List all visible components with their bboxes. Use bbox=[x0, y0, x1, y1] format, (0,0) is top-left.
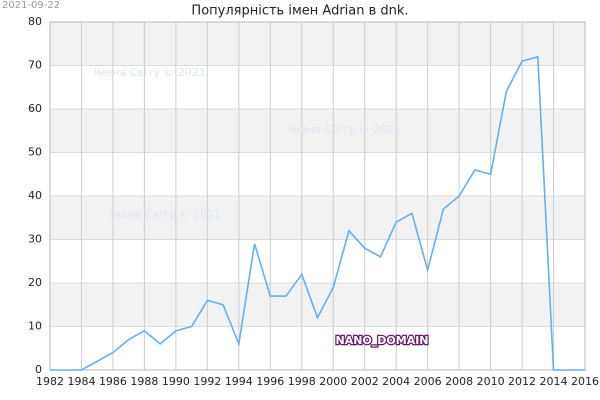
x-tick-label: 1994 bbox=[225, 375, 253, 388]
y-tick-label: 20 bbox=[28, 276, 42, 289]
x-tick-label: 2006 bbox=[414, 375, 442, 388]
x-tick-label: 2012 bbox=[508, 375, 536, 388]
x-tick-label: 2010 bbox=[477, 375, 505, 388]
x-tick-label: 2008 bbox=[445, 375, 473, 388]
data-line bbox=[50, 55, 585, 371]
annotation: Імена Світу © 2021 bbox=[109, 208, 221, 221]
y-tick-label: 10 bbox=[28, 320, 42, 333]
y-tick-label: 70 bbox=[28, 59, 42, 72]
x-tick-label: 2016 bbox=[571, 375, 599, 388]
date-stamp: 2021-09-22 bbox=[2, 0, 60, 11]
x-tick-label: 2004 bbox=[382, 375, 410, 388]
x-tick-label: 1982 bbox=[36, 375, 64, 388]
annotation: NANO_DOMAIN bbox=[335, 334, 428, 347]
x-tick-label: 1986 bbox=[99, 375, 127, 388]
x-tick-label: 1996 bbox=[256, 375, 284, 388]
y-tick-label: 50 bbox=[28, 146, 42, 159]
y-tick-label: 60 bbox=[28, 102, 42, 115]
y-tick-label: 0 bbox=[35, 363, 42, 376]
x-tick-label: 2002 bbox=[351, 375, 379, 388]
plot-border bbox=[49, 21, 586, 371]
y-tick-label: 80 bbox=[28, 15, 42, 28]
annotation: Імена Світу © 2021 bbox=[289, 123, 401, 136]
x-tick-label: 1984 bbox=[67, 375, 95, 388]
annotation: Імена Світу © 2021 bbox=[94, 66, 206, 79]
x-tick-label: 2000 bbox=[319, 375, 347, 388]
x-tick-label: 1992 bbox=[193, 375, 221, 388]
x-tick-label: 1998 bbox=[288, 375, 316, 388]
grid-band bbox=[50, 22, 585, 66]
grid-band bbox=[50, 196, 585, 240]
grid-band bbox=[50, 283, 585, 327]
y-tick-label: 40 bbox=[28, 189, 42, 202]
y-tick-label: 30 bbox=[28, 233, 42, 246]
chart-title: Популярність імен Adrian в dnk. bbox=[191, 4, 408, 19]
x-tick-label: 1988 bbox=[130, 375, 158, 388]
x-tick-label: 1990 bbox=[162, 375, 190, 388]
x-tick-label: 2014 bbox=[540, 375, 568, 388]
